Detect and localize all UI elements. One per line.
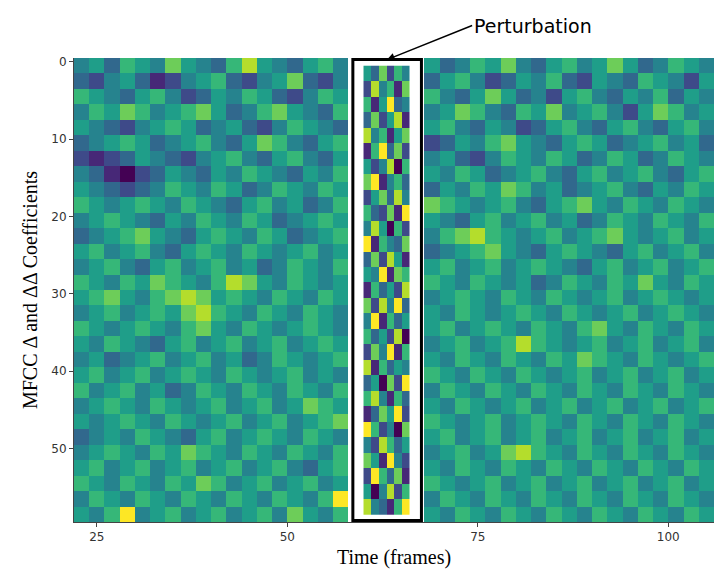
svg-text:40: 40 bbox=[51, 364, 66, 378]
svg-text:50: 50 bbox=[280, 530, 295, 544]
svg-text:0: 0 bbox=[59, 55, 67, 69]
svg-text:20: 20 bbox=[51, 210, 66, 224]
svg-text:75: 75 bbox=[470, 530, 485, 544]
svg-text:Perturbation: Perturbation bbox=[474, 15, 592, 37]
svg-text:MFCC Δ and ΔΔ Coefficients: MFCC Δ and ΔΔ Coefficients bbox=[19, 171, 41, 409]
svg-text:50: 50 bbox=[51, 442, 66, 456]
svg-text:30: 30 bbox=[51, 287, 66, 301]
svg-text:100: 100 bbox=[657, 530, 680, 544]
svg-text:25: 25 bbox=[89, 530, 104, 544]
svg-text:10: 10 bbox=[51, 132, 66, 146]
svg-text:Time (frames): Time (frames) bbox=[337, 546, 451, 569]
